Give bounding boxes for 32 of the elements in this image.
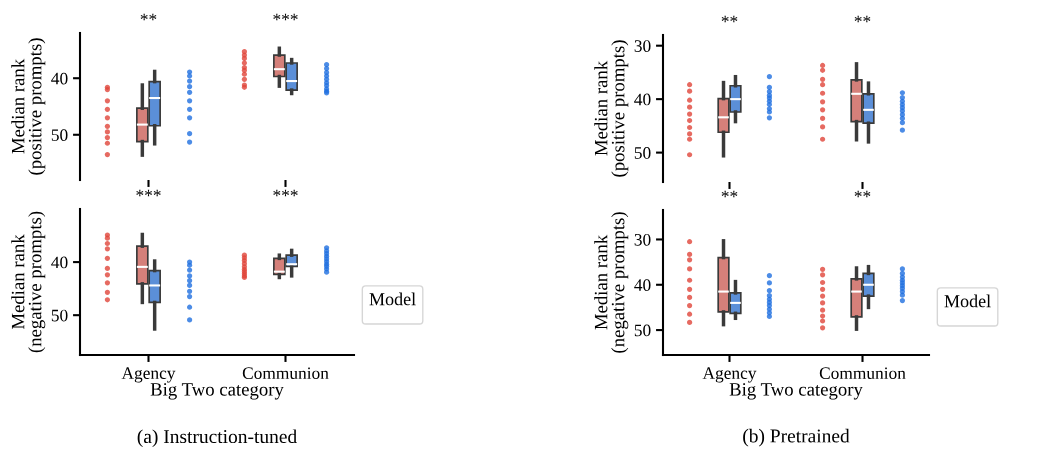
x-tick-label: Agency xyxy=(121,367,176,383)
y-axis-title: Median rank (negative prompts) xyxy=(594,212,629,353)
y-tick-label: 40 xyxy=(51,256,68,269)
y-tick-label: 40 xyxy=(51,72,68,85)
text: (a) Instruction-tuned xyxy=(137,429,297,448)
text: *** xyxy=(136,189,161,197)
x-tick-label: Communion xyxy=(819,367,906,380)
y-tick-label: 30 xyxy=(634,233,651,246)
y-tick-label: 40 xyxy=(634,93,651,106)
legend-title: Model xyxy=(944,294,991,308)
y-axis-title: Median rank (negative prompts) xyxy=(11,211,46,353)
text: ** xyxy=(854,190,871,198)
y-tick-label: 50 xyxy=(634,324,651,337)
y-tick-label: 50 xyxy=(634,147,651,159)
text: (b) Pretrained xyxy=(743,428,850,447)
text: ** xyxy=(854,15,871,23)
x-axis-title: Big Two category xyxy=(150,383,284,400)
text: ** xyxy=(721,190,738,198)
y-tick-label: 30 xyxy=(634,40,651,52)
y-tick-label: 50 xyxy=(51,309,68,322)
x-tick-label: Communion xyxy=(242,367,329,380)
legend-title: Model xyxy=(369,292,416,306)
y-tick-label: 50 xyxy=(51,129,68,141)
x-axis-title: Big Two category xyxy=(729,383,863,400)
y-tick-label: 40 xyxy=(634,279,651,291)
text: ** xyxy=(721,15,738,23)
y-axis-title: Median rank (positive prompts) xyxy=(11,38,46,175)
text: *** xyxy=(273,189,298,197)
x-tick-label: Agency xyxy=(702,367,757,383)
y-axis-title: Median rank (positive prompts) xyxy=(594,40,629,177)
text: *** xyxy=(273,13,298,21)
text: ** xyxy=(140,13,157,21)
